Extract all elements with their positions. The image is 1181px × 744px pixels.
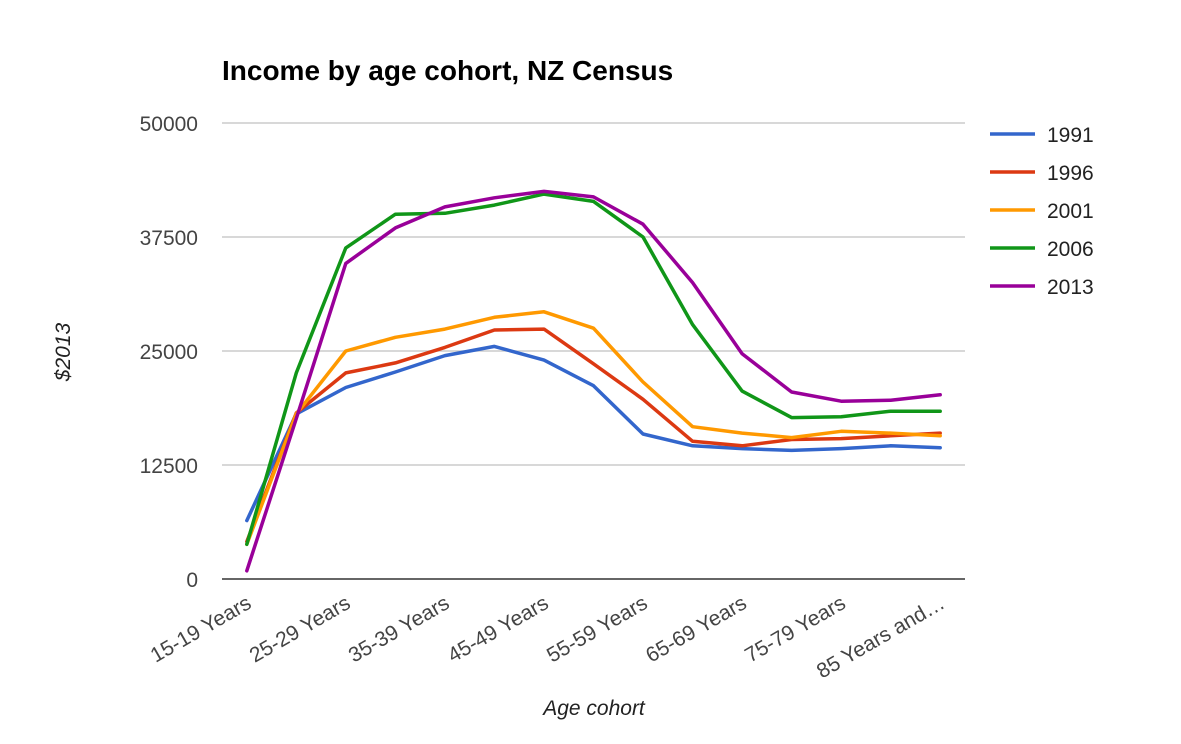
- x-tick-label: 25-29 Years: [246, 591, 355, 667]
- y-tick-label: 0: [186, 569, 198, 592]
- series-lines: [245, 189, 942, 573]
- y-tick-label: 50000: [140, 113, 198, 136]
- y-tick-label: 37500: [140, 227, 198, 250]
- legend: 1991 1996 2001 2006 2013: [990, 124, 1094, 299]
- legend-label-1996: 1996: [1047, 162, 1094, 185]
- x-tick-label: 45-49 Years: [444, 591, 553, 667]
- y-axis-title: $2013: [52, 322, 75, 382]
- x-tick-label: 35-39 Years: [345, 591, 454, 667]
- x-tick-label: 15-19 Years: [147, 591, 256, 667]
- y-axis-ticks: 0 12500 25000 37500 50000: [140, 113, 198, 592]
- series-line-2006: [245, 192, 942, 547]
- chart-title: Income by age cohort, NZ Census: [222, 55, 673, 86]
- y-tick-label: 25000: [140, 341, 198, 364]
- series-line-1991: [245, 344, 942, 523]
- legend-label-2013: 2013: [1047, 276, 1094, 299]
- x-tick-label: 55-59 Years: [543, 591, 652, 667]
- series-line-2013: [245, 189, 942, 573]
- legend-label-1991: 1991: [1047, 124, 1094, 147]
- series-line-1996: [245, 327, 942, 544]
- x-tick-label: 65-69 Years: [642, 591, 751, 667]
- y-tick-label: 12500: [140, 455, 198, 478]
- legend-label-2001: 2001: [1047, 200, 1094, 223]
- series-line-2001: [245, 310, 942, 547]
- legend-label-2006: 2006: [1047, 238, 1094, 261]
- x-axis-title: Age cohort: [541, 697, 646, 720]
